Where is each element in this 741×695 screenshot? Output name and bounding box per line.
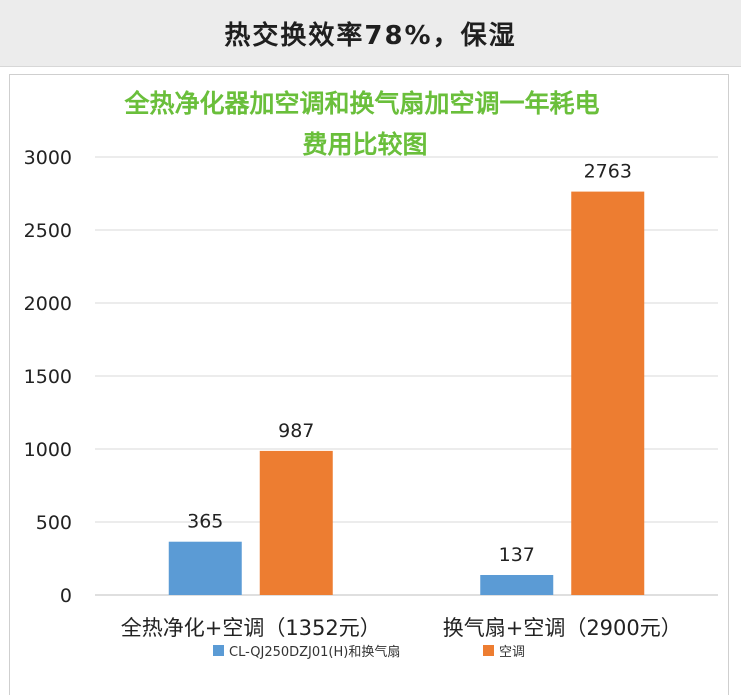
y-tick-label: 500 <box>36 512 72 534</box>
y-axis: 0 500 1000 1500 2000 2500 3000 <box>24 147 72 607</box>
bars <box>168 191 645 596</box>
data-label: 987 <box>278 420 314 442</box>
bar <box>480 574 554 595</box>
bar-chart: 全热净化器加空调和换气扇加空调一年耗电 费用比较图 0 500 1000 1500 20… <box>24 89 718 660</box>
legend-label: CL-QJ250DZJ01(H)和换气扇 <box>229 644 400 660</box>
legend-label: 空调 <box>499 645 525 660</box>
legend-swatch <box>483 645 494 656</box>
y-tick-label: 0 <box>60 585 72 607</box>
data-label: 137 <box>499 544 535 566</box>
y-tick-label: 1500 <box>24 366 72 388</box>
chart-title: 全热净化器加空调和换气扇加空调一年耗电 费用比较图 <box>123 89 599 159</box>
data-labels: 365 987 137 2763 <box>187 161 632 566</box>
chart-title-line-1: 全热净化器加空调和换气扇加空调一年耗电 <box>123 89 599 118</box>
y-tick-label: 1000 <box>24 439 72 461</box>
x-category-label: 全热净化+空调（1352元） <box>121 616 381 640</box>
header-bar: 热交换效率78%，保湿 <box>0 0 741 67</box>
y-tick-label: 2000 <box>24 293 72 315</box>
chart-title-line-2: 费用比较图 <box>302 130 427 159</box>
page-title: 热交换效率78%，保湿 <box>224 20 517 51</box>
x-axis: 全热净化+空调（1352元） 换气扇+空调（2900元） <box>121 616 682 640</box>
bar <box>168 541 242 595</box>
y-tick-label: 2500 <box>24 220 72 242</box>
legend: CL-QJ250DZJ01(H)和换气扇 空调 <box>213 644 525 660</box>
data-label: 2763 <box>584 161 632 183</box>
bar <box>571 191 645 596</box>
legend-swatch <box>213 645 224 656</box>
data-label: 365 <box>187 511 223 533</box>
x-category-label: 换气扇+空调（2900元） <box>443 616 682 640</box>
bar <box>259 450 333 595</box>
y-tick-label: 3000 <box>24 147 72 169</box>
